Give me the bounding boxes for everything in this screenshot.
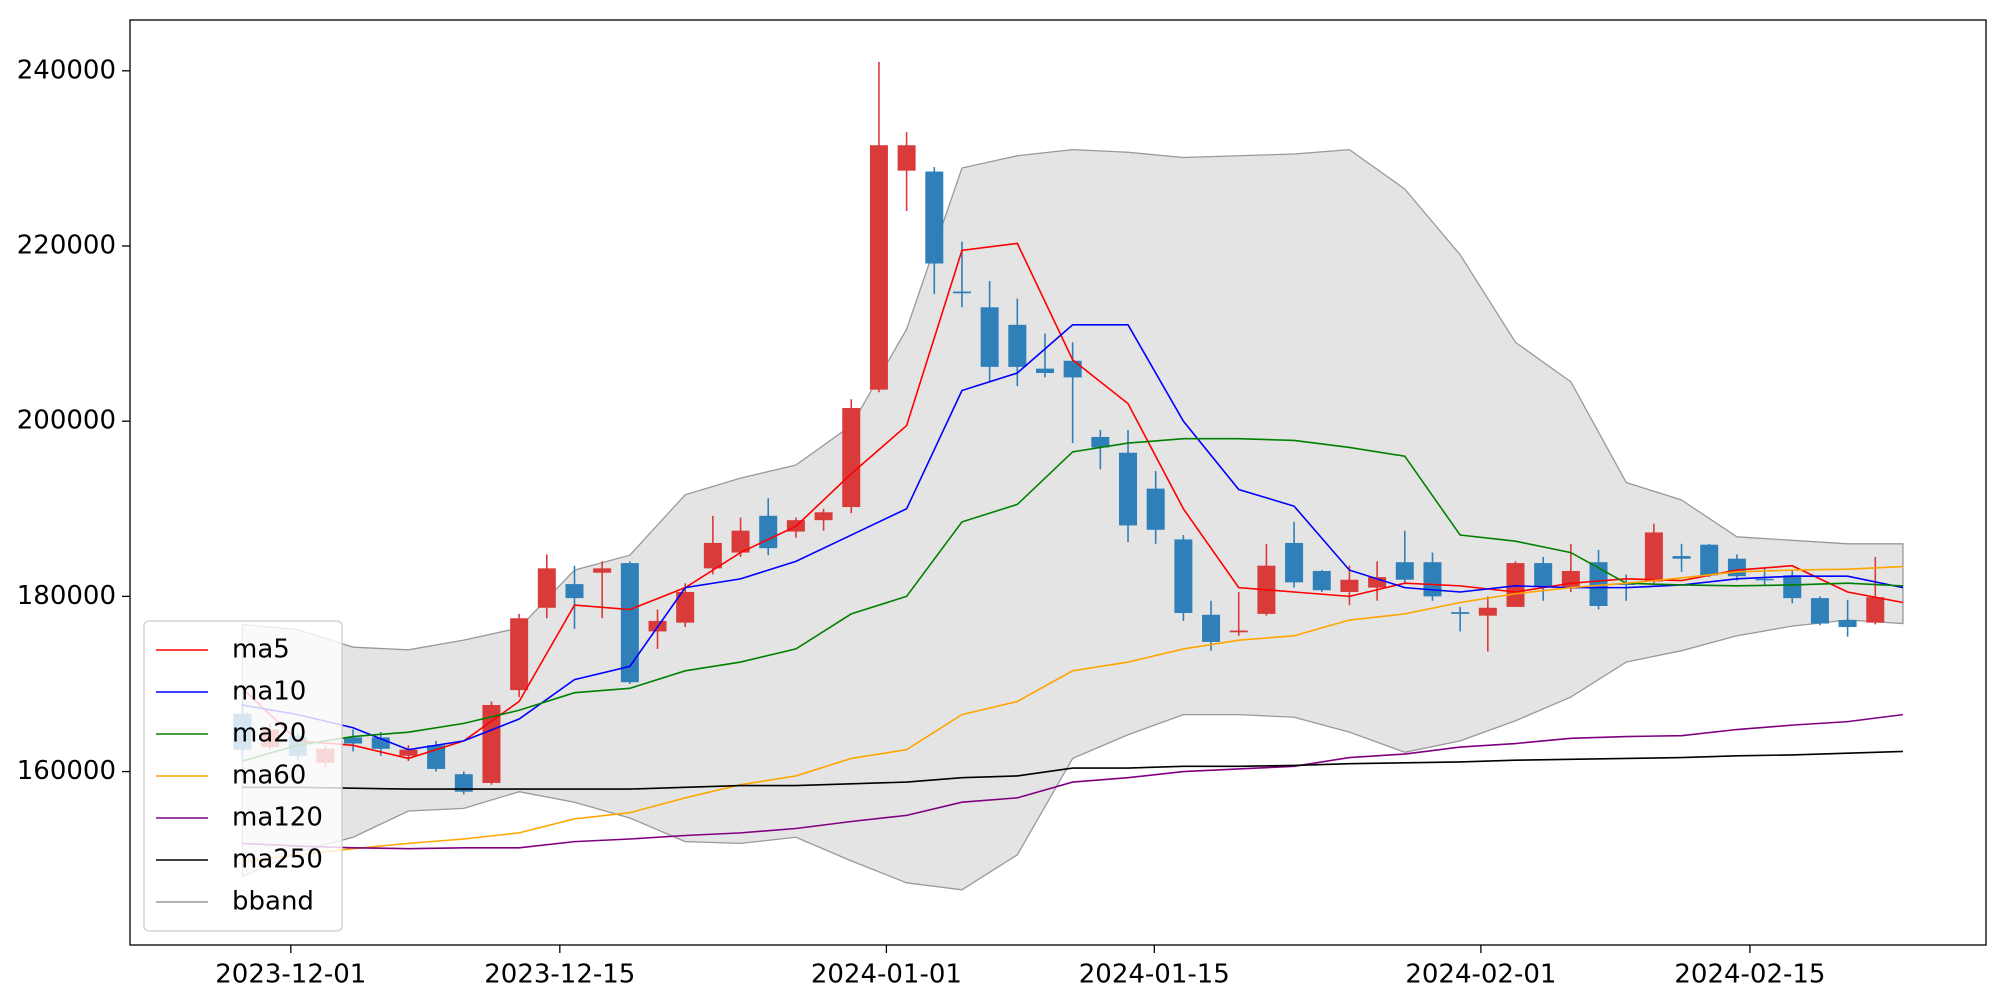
candle-body (1451, 612, 1470, 614)
y-tick-label: 220000 (17, 230, 116, 260)
candle-body (1506, 563, 1525, 607)
candle-body (620, 563, 639, 683)
x-tick-label: 2024-01-15 (1079, 960, 1230, 990)
line-layer (241, 242, 1904, 863)
ma-line (242, 565, 1904, 863)
legend-box (143, 620, 343, 932)
candle-body (1727, 558, 1746, 577)
candle-body (1672, 556, 1691, 559)
candle-body (1091, 436, 1110, 448)
candle-body (676, 591, 695, 623)
candle-body (1174, 539, 1193, 614)
candle-body (980, 307, 999, 367)
y-tick-label: 240000 (17, 55, 116, 85)
ma-line (242, 324, 1904, 751)
candle-body (1202, 614, 1221, 642)
candle-body (1783, 575, 1802, 599)
candle-body (1700, 544, 1719, 576)
candle-body (731, 530, 750, 553)
candle-body (1146, 488, 1165, 530)
candle-body (925, 171, 944, 264)
ma-line (242, 750, 1903, 790)
bollinger-band (241, 148, 1904, 891)
candle-body (759, 515, 778, 549)
candle-body (1589, 562, 1608, 607)
candle-body (510, 618, 529, 691)
candle-body (454, 774, 473, 792)
candle-body (1008, 324, 1027, 367)
x-tick-label: 2023-12-15 (484, 960, 635, 990)
legend-label: bband (232, 887, 314, 917)
candle-body (593, 568, 612, 573)
candle-body (344, 737, 363, 744)
candle-body (814, 512, 833, 521)
candle-body (1285, 542, 1304, 583)
legend-label: ma20 (232, 719, 306, 749)
candle-body (1368, 577, 1387, 588)
candle-body (1395, 562, 1414, 580)
candle-body (399, 749, 418, 756)
candle-body (565, 584, 584, 599)
candle-body (1312, 570, 1331, 591)
x-tick-label: 2023-12-01 (215, 960, 366, 990)
candle-body (1755, 578, 1774, 581)
candle-body (897, 145, 916, 171)
legend-label: ma60 (232, 761, 306, 791)
ma-line (241, 242, 1904, 760)
plot-frame (129, 19, 1987, 946)
candle-body (952, 291, 971, 294)
ma-line (242, 713, 1904, 850)
candle-body (1644, 532, 1663, 582)
candle-body (1810, 598, 1829, 624)
candle-body (1340, 579, 1359, 592)
candle-body (703, 542, 722, 569)
legend-label: ma250 (232, 845, 323, 875)
y-tick-label: 160000 (17, 756, 116, 786)
x-tick-label: 2024-02-15 (1674, 960, 1825, 990)
candle-body (1035, 368, 1054, 374)
x-tick-label: 2024-02-01 (1405, 960, 1556, 990)
candle-body (1423, 562, 1442, 597)
candle-body (1119, 452, 1138, 526)
candle-body (869, 145, 888, 390)
candle-body (1534, 563, 1553, 587)
band-layer (241, 148, 1904, 891)
legend: ma5 ma10 ma20 ma60 ma120 ma250 bband (143, 620, 343, 932)
y-tick-label: 200000 (17, 406, 116, 436)
candle-body (1229, 630, 1248, 633)
legend-label: ma5 (232, 635, 290, 665)
candle-body (537, 568, 556, 608)
candle-body (1866, 597, 1885, 623)
y-tick-label: 180000 (17, 581, 116, 611)
legend-label: ma10 (232, 677, 306, 707)
candle-body (842, 408, 861, 508)
legend-label: ma120 (232, 803, 323, 833)
candle-body (1478, 607, 1497, 616)
axes-layer: 160000 180000 200000 220000 240000 2023-12-01… (17, 19, 1987, 990)
x-tick-label: 2024-01-01 (811, 960, 962, 990)
candle-body (1838, 620, 1857, 628)
candle-body (1617, 583, 1636, 585)
candle-body (1063, 360, 1082, 378)
candle-body (371, 737, 390, 749)
